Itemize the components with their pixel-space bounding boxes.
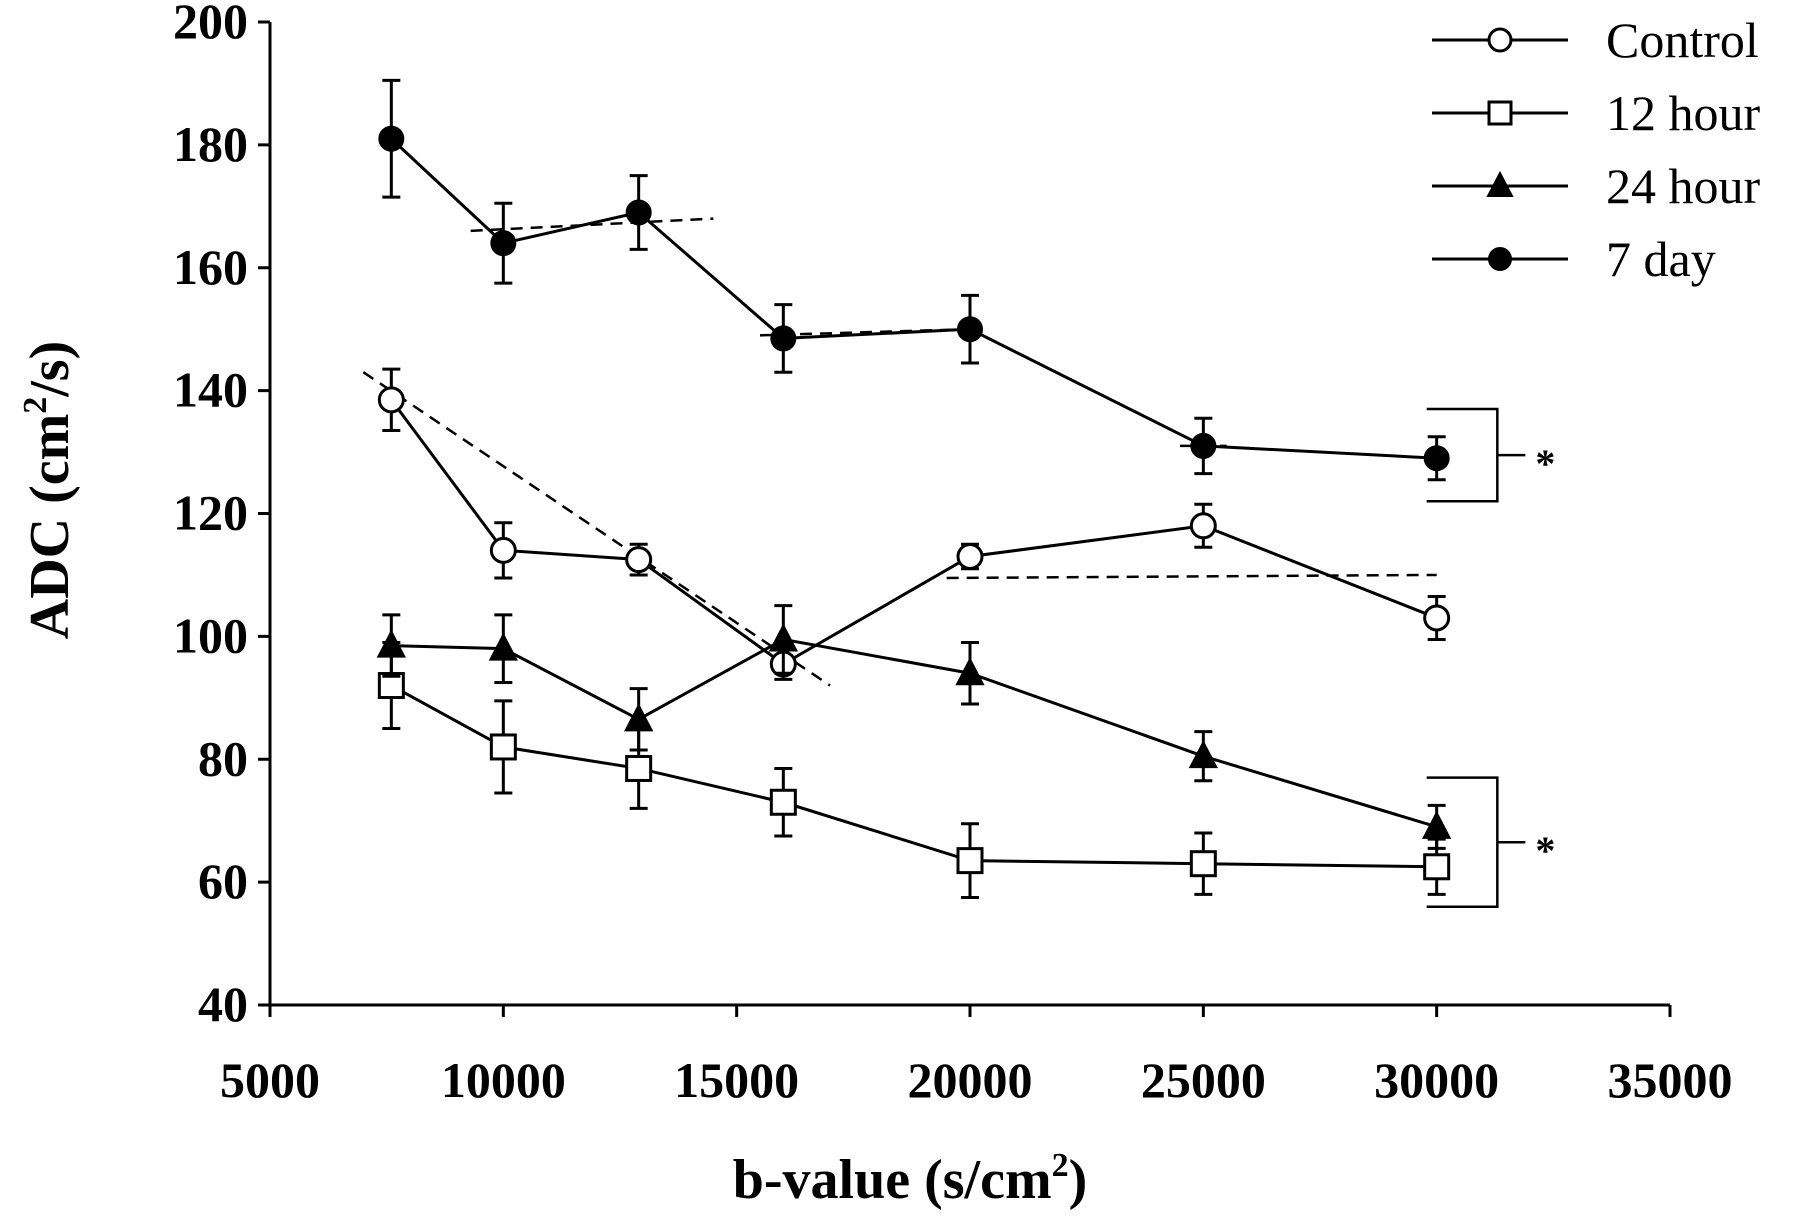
marker-open-circle xyxy=(1423,604,1451,632)
series-line xyxy=(390,684,1437,869)
series-24-hour xyxy=(376,604,1452,850)
marker-open-circle xyxy=(1189,512,1217,540)
legend-label: 12 hour xyxy=(1606,85,1761,141)
y-tick-label: 80 xyxy=(198,730,248,786)
y-tick-label: 180 xyxy=(173,116,248,172)
marker-filled-triangle xyxy=(488,632,518,661)
marker-open-circle xyxy=(1487,27,1513,53)
marker-open-square xyxy=(769,788,797,816)
series-7-day xyxy=(378,78,1450,482)
x-tick-label: 15000 xyxy=(674,1052,799,1108)
axes: 40 60 80 100 120 140 160 180 200 5000 10000 15000 20… xyxy=(173,0,1733,1108)
y-tick-label: 200 xyxy=(173,0,248,49)
series-layer xyxy=(376,78,1452,899)
trend-line xyxy=(759,327,971,337)
x-tick-label: 30000 xyxy=(1374,1052,1499,1108)
y-tick-label: 40 xyxy=(198,976,248,1032)
marker-open-square xyxy=(1189,850,1217,878)
marker-filled-circle xyxy=(1190,432,1217,459)
x-tick-label: 5000 xyxy=(220,1052,320,1108)
marker-open-square xyxy=(1423,853,1451,881)
marker-filled-circle xyxy=(1423,445,1450,472)
trend-lines xyxy=(362,217,1437,687)
trend-line xyxy=(362,371,831,687)
x-tick-label: 20000 xyxy=(908,1052,1033,1108)
marker-open-circle xyxy=(489,536,517,564)
trend-line xyxy=(470,217,714,233)
series-12-hour xyxy=(377,641,1451,899)
marker-filled-triangle xyxy=(1486,170,1514,197)
y-tick-label: 160 xyxy=(173,239,248,295)
series-control xyxy=(377,367,1451,681)
y-tick-label: 60 xyxy=(198,853,248,909)
marker-open-square xyxy=(625,754,653,782)
y-tick-label: 140 xyxy=(173,362,248,418)
legend-item-control: Control xyxy=(1432,12,1759,68)
legend-item-7-day: 7 day xyxy=(1432,231,1716,287)
marker-filled-triangle xyxy=(955,657,985,686)
series-line xyxy=(390,137,1437,460)
marker-filled-triangle xyxy=(376,629,406,658)
marker-filled-circle xyxy=(1488,247,1512,271)
legend-item-12-hour: 12 hour xyxy=(1432,85,1761,141)
marker-open-square xyxy=(1487,100,1513,126)
y-tick-label: 120 xyxy=(173,485,248,541)
x-tick-label: 10000 xyxy=(441,1052,566,1108)
legend-label: 24 hour xyxy=(1606,158,1761,214)
legend-label: Control xyxy=(1606,12,1759,68)
marker-filled-circle xyxy=(490,230,517,257)
marker-filled-triangle xyxy=(1188,740,1218,769)
legend-item-24-hour: 24 hour xyxy=(1432,158,1761,214)
marker-filled-circle xyxy=(957,316,983,343)
marker-filled-circle xyxy=(378,125,405,152)
y-tick-label: 100 xyxy=(173,607,248,663)
marker-open-circle xyxy=(377,386,405,414)
marker-open-square xyxy=(489,733,517,761)
series-line xyxy=(391,637,1438,829)
marker-filled-triangle xyxy=(768,623,798,652)
marker-filled-circle xyxy=(770,325,797,352)
x-tick-label: 25000 xyxy=(1141,1052,1266,1108)
marker-filled-triangle xyxy=(624,703,654,732)
legend: Control 12 hour 24 hour 7 day xyxy=(1432,12,1761,287)
marker-filled-circle xyxy=(625,199,652,226)
legend-label: 7 day xyxy=(1606,231,1716,287)
x-tick-label: 35000 xyxy=(1608,1052,1733,1108)
significance-star: * xyxy=(1535,441,1555,486)
series-line xyxy=(390,398,1438,666)
marker-open-square xyxy=(956,847,984,875)
x-axis-title: b-value (s/cm2) xyxy=(733,1147,1088,1211)
marker-filled-triangle xyxy=(1422,810,1452,839)
significance-brackets: ** xyxy=(1426,407,1555,908)
y-axis-title: ADC (cm2/s) xyxy=(17,341,81,639)
significance-star: * xyxy=(1535,828,1555,873)
marker-open-circle xyxy=(956,543,984,571)
trend-line xyxy=(946,573,1437,580)
marker-open-circle xyxy=(625,546,653,574)
